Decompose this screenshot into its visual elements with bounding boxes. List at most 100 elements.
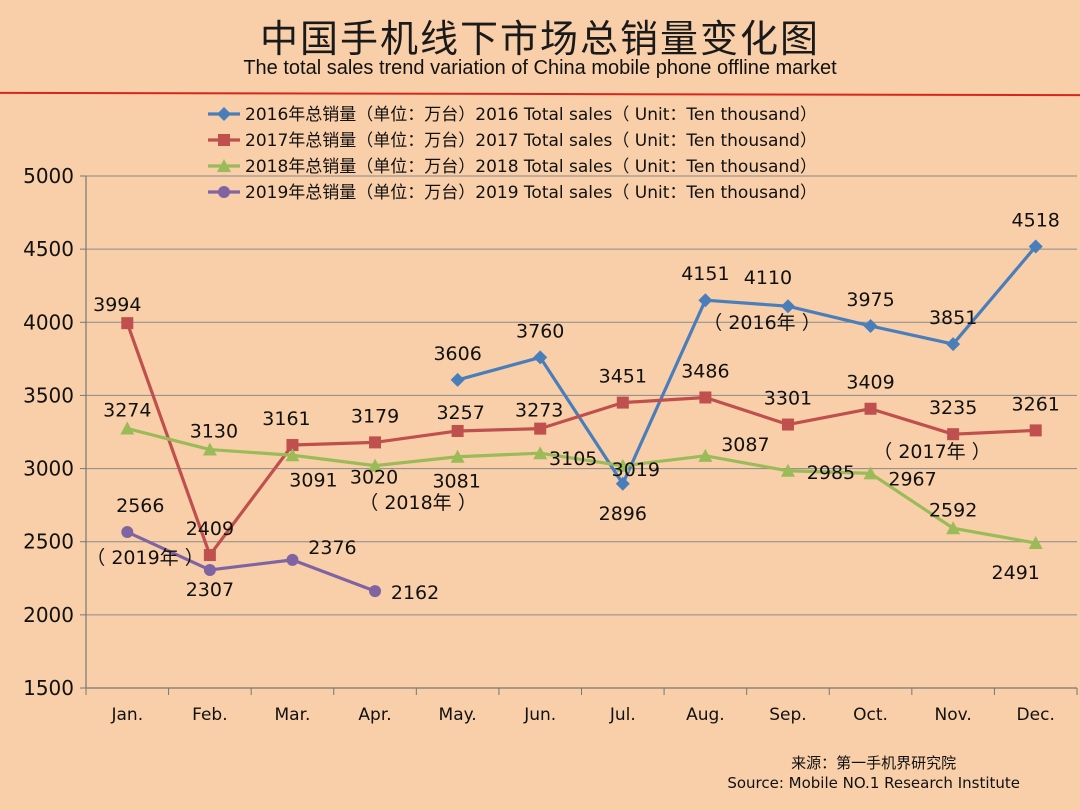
data-point (286, 439, 299, 452)
legend-label: 2017年总销量（单位：万台）2017 Total sales（ Unit：Te… (245, 131, 817, 151)
x-tick-label: Sep. (769, 705, 806, 725)
data-point (863, 466, 878, 480)
data-point (450, 449, 465, 463)
data-point (203, 549, 216, 562)
data-label: 3451 (599, 366, 647, 388)
data-label: 4110 (744, 267, 792, 289)
data-point (451, 424, 464, 437)
series-line-2017 (125, 322, 1036, 557)
data-point (369, 436, 382, 449)
x-tick-label: Feb. (192, 705, 228, 725)
data-point (450, 372, 465, 387)
data-point (203, 563, 216, 576)
source-note: 来源：第一手机界研究院 Source: Mobile NO.1 Research… (727, 753, 1020, 793)
data-label: 2566 (116, 495, 164, 517)
data-point (946, 337, 961, 352)
legend-label: 2018年总销量（单位：万台）2018 Total sales（ Unit：Te… (245, 157, 817, 177)
legend-label: 2019年总销量（单位：万台）2019 Total sales（ Unit：Te… (245, 183, 817, 203)
series-annotation: （ 2017年 ） (873, 441, 990, 463)
legend-label: 2016年总销量（单位：万台）2016 Total sales（ Unit：Te… (245, 105, 817, 125)
data-point (534, 422, 547, 435)
data-point (699, 391, 712, 404)
data-label: 3274 (103, 399, 151, 421)
chart-subtitle: The total sales trend variation of China… (243, 57, 837, 79)
x-tick-label: Jul. (609, 705, 636, 725)
data-point (533, 350, 548, 365)
series-annotation: （ 2018年 ） (359, 492, 476, 514)
data-label: 3257 (436, 402, 484, 424)
data-label: 4518 (1012, 210, 1060, 232)
data-label: 3760 (516, 320, 564, 342)
data-label: 3019 (612, 459, 660, 481)
data-label: 2409 (186, 518, 234, 540)
data-point (202, 442, 217, 456)
data-point (1029, 424, 1042, 437)
data-label: 3130 (190, 421, 238, 443)
data-label: 3486 (681, 360, 729, 382)
data-point (864, 402, 877, 415)
legend-marker (218, 134, 230, 146)
y-tick-label: 3500 (23, 383, 74, 407)
data-label: 2896 (599, 503, 647, 525)
y-tick-label: 2000 (23, 603, 74, 627)
series-annotation: （ 2019年 ） (86, 547, 203, 569)
data-point (121, 526, 134, 539)
series-annotation: （ 2016年 ） (703, 312, 820, 334)
data-point (615, 476, 630, 491)
data-label: 3261 (1012, 393, 1060, 415)
data-label: 3020 (350, 467, 398, 489)
data-label: 3105 (549, 448, 597, 470)
legend-marker (217, 107, 231, 121)
data-label: 3606 (433, 343, 481, 365)
data-label: 3851 (929, 307, 977, 329)
y-tick-label: 5000 (23, 164, 74, 188)
legend-marker (218, 186, 230, 198)
data-point (946, 521, 961, 535)
data-point (698, 293, 713, 308)
data-point (781, 418, 794, 431)
x-tick-label: Aug. (686, 705, 725, 725)
x-tick-label: Nov. (934, 705, 971, 725)
data-point (780, 463, 795, 477)
data-point (698, 448, 713, 462)
data-label: 2592 (929, 499, 977, 521)
data-label: 3301 (764, 388, 812, 410)
series-line-2019 (126, 530, 376, 593)
data-label: 3081 (432, 471, 480, 493)
chart-title: 中国手机线下市场总销量变化图 (259, 17, 820, 61)
data-label: 3235 (929, 397, 977, 419)
data-label: 3273 (515, 400, 563, 422)
legend-marker (217, 159, 231, 172)
y-tick-label: 3000 (23, 457, 74, 481)
x-tick-label: Jun. (523, 705, 556, 725)
x-tick-label: Apr. (358, 705, 391, 725)
y-tick-label: 4000 (23, 310, 74, 334)
data-point (369, 585, 382, 598)
source-en: Source: Mobile NO.1 Research Institute (727, 774, 1020, 792)
data-label: 2307 (186, 579, 234, 601)
data-label: 2967 (888, 468, 936, 490)
data-label: 3161 (262, 408, 310, 430)
x-tick-label: May. (439, 705, 477, 725)
x-tick-label: Jan. (110, 705, 143, 725)
data-label: 3091 (289, 469, 337, 491)
data-point (1028, 239, 1043, 254)
data-label: 3179 (351, 405, 399, 427)
y-tick-label: 4500 (23, 237, 74, 261)
y-tick-label: 2500 (23, 530, 74, 554)
data-label: 3994 (93, 294, 141, 316)
data-label: 3087 (721, 434, 769, 456)
data-point (780, 299, 795, 314)
data-label: 2491 (992, 562, 1040, 584)
data-point (615, 458, 630, 472)
data-point (286, 553, 299, 566)
y-tick-label: 1500 (23, 676, 74, 700)
x-tick-label: Mar. (274, 705, 310, 725)
data-point (533, 446, 548, 460)
data-point (947, 428, 960, 441)
data-point (1028, 536, 1043, 550)
data-label: 3975 (846, 289, 894, 311)
data-point (120, 421, 135, 435)
data-point (121, 317, 134, 330)
